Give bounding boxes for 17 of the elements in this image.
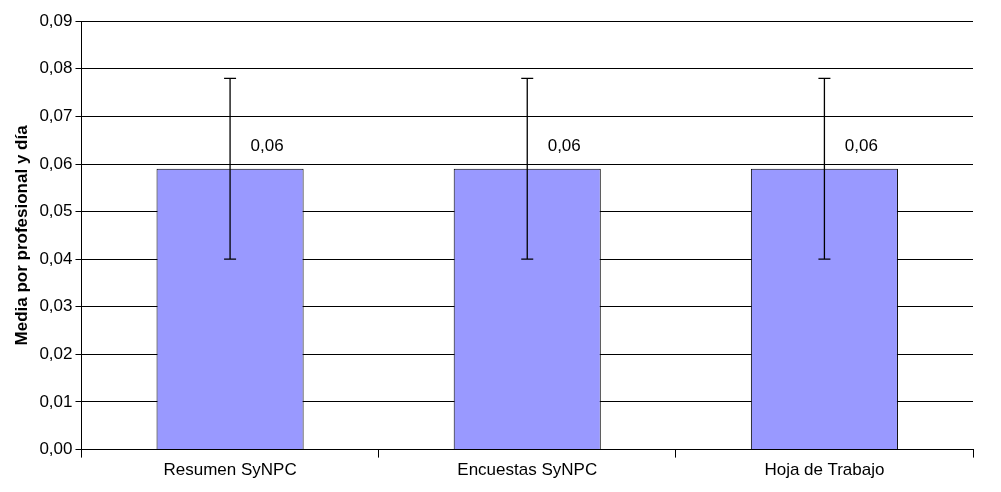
y-tick-label: 0,03 <box>39 296 73 316</box>
y-tick-label: 0,07 <box>39 106 73 126</box>
y-tick-label: 0,06 <box>39 153 73 173</box>
y-tick-label: 0,00 <box>39 439 73 459</box>
y-tick-label: 0,09 <box>39 10 73 30</box>
x-tick-label: Encuestas SyNPC <box>457 460 598 480</box>
y-tick-label: 0,08 <box>39 58 73 78</box>
y-axis-title: Media por profesional y día <box>11 124 31 346</box>
data-label: 0,06 <box>250 135 284 155</box>
y-tick-label: 0,05 <box>39 201 73 221</box>
data-label: 0,06 <box>547 135 581 155</box>
x-tick-label: Resumen SyNPC <box>163 460 297 480</box>
y-tick-label: 0,04 <box>39 248 73 268</box>
x-tick-label: Hoja de Trabajo <box>764 460 885 480</box>
y-tick-label: 0,02 <box>39 344 73 364</box>
y-tick-label: 0,01 <box>39 391 73 411</box>
data-label: 0,06 <box>844 135 878 155</box>
